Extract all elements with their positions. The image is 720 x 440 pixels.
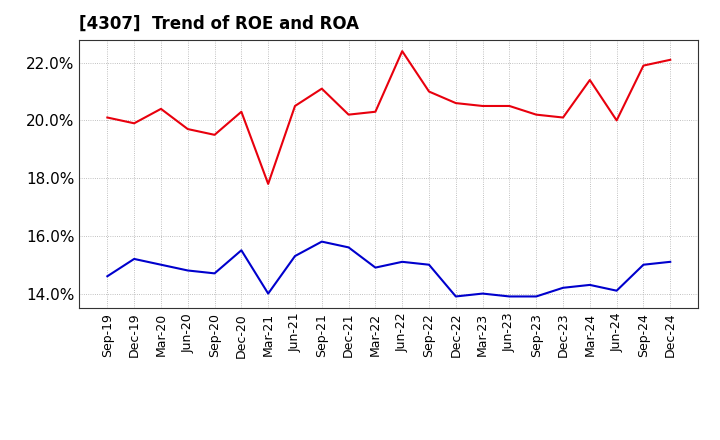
- ROE: [451, 100, 460, 106]
- ROA: [505, 294, 514, 299]
- ROA: [478, 291, 487, 296]
- ROE: [532, 112, 541, 117]
- ROA: [130, 256, 138, 261]
- ROE: [585, 77, 594, 83]
- ROE: [398, 48, 407, 54]
- Line: ROA: ROA: [107, 242, 670, 297]
- ROA: [318, 239, 326, 244]
- ROE: [291, 103, 300, 109]
- ROE: [344, 112, 353, 117]
- ROE: [184, 126, 192, 132]
- ROA: [184, 268, 192, 273]
- Line: ROE: ROE: [107, 51, 670, 184]
- ROA: [585, 282, 594, 288]
- Legend: ROE, ROA: ROE, ROA: [301, 436, 477, 440]
- ROE: [612, 118, 621, 123]
- ROE: [264, 181, 272, 187]
- ROE: [318, 86, 326, 92]
- ROA: [666, 259, 675, 264]
- ROE: [237, 109, 246, 114]
- ROE: [559, 115, 567, 120]
- ROA: [639, 262, 648, 268]
- ROE: [505, 103, 514, 109]
- ROE: [103, 115, 112, 120]
- ROE: [425, 89, 433, 94]
- ROA: [210, 271, 219, 276]
- ROA: [425, 262, 433, 268]
- ROE: [210, 132, 219, 137]
- ROE: [130, 121, 138, 126]
- ROE: [157, 106, 166, 111]
- ROE: [371, 109, 379, 114]
- ROA: [103, 274, 112, 279]
- ROA: [344, 245, 353, 250]
- ROA: [398, 259, 407, 264]
- ROA: [264, 291, 272, 296]
- ROA: [612, 288, 621, 293]
- ROE: [666, 57, 675, 62]
- ROE: [478, 103, 487, 109]
- ROA: [157, 262, 166, 268]
- ROA: [532, 294, 541, 299]
- Text: [4307]  Trend of ROE and ROA: [4307] Trend of ROE and ROA: [79, 15, 359, 33]
- ROA: [451, 294, 460, 299]
- ROA: [237, 248, 246, 253]
- ROA: [559, 285, 567, 290]
- ROA: [291, 253, 300, 259]
- ROE: [639, 63, 648, 68]
- ROA: [371, 265, 379, 270]
